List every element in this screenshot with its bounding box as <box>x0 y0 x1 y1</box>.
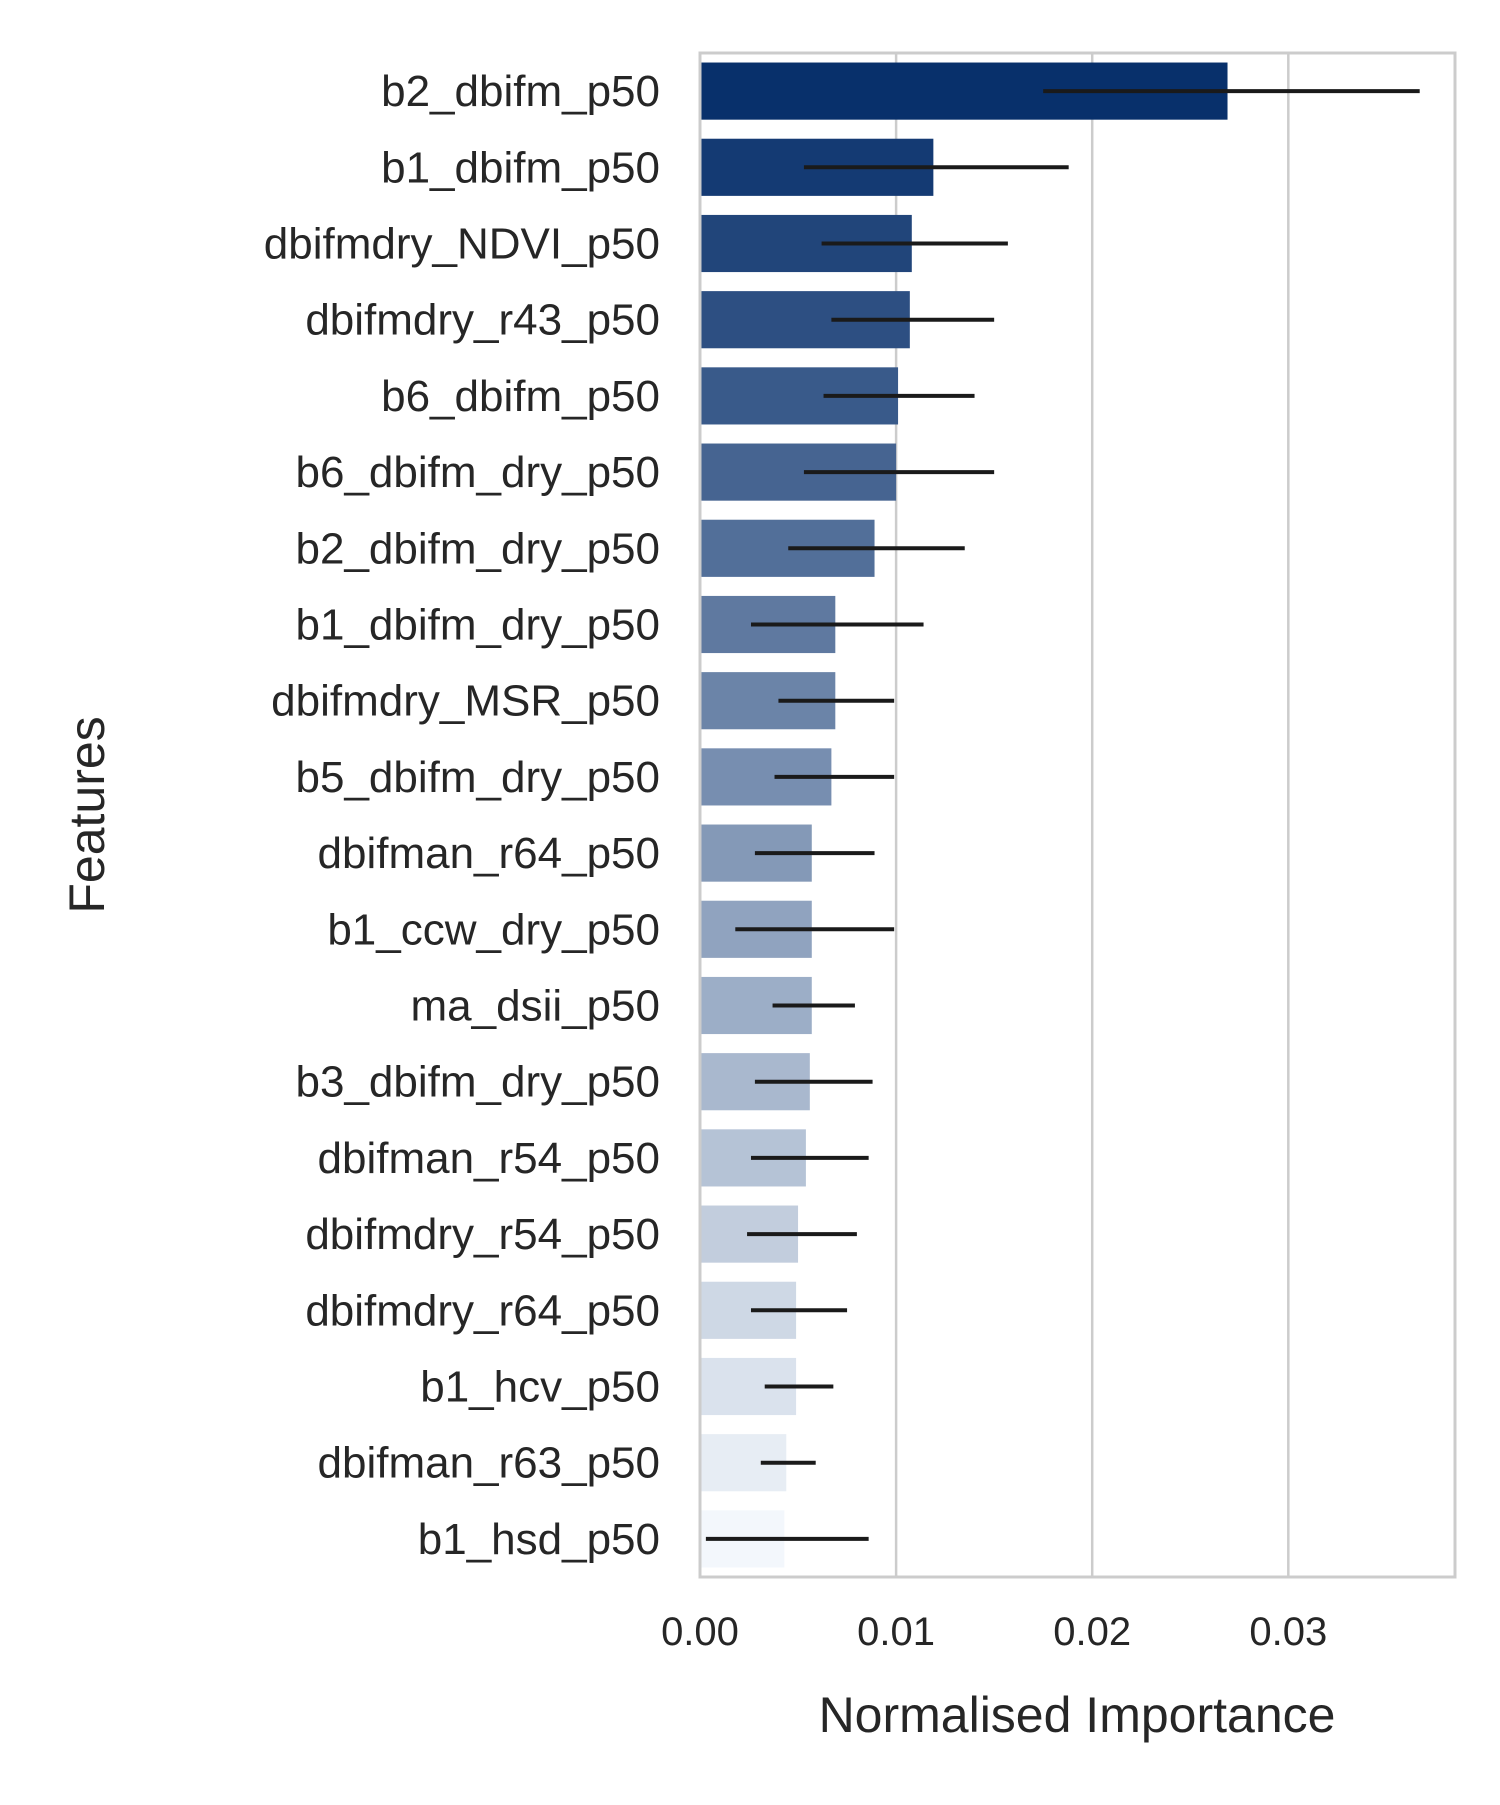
bar-layer <box>700 62 1228 1568</box>
category-label: b1_ccw_dry_p50 <box>327 905 660 954</box>
category-label: dbifman_r64_p50 <box>318 829 660 878</box>
category-label-layer: b2_dbifm_p50 b1_dbifm_p50 dbifmdry_NDVI_p5… <box>264 67 660 1564</box>
category-label: b5_dbifm_dry_p50 <box>296 753 660 802</box>
category-label: ma_dsii_p50 <box>411 982 661 1031</box>
category-label: b6_dbifm_p50 <box>381 372 660 421</box>
category-label: dbifmdry_NDVI_p50 <box>264 220 660 269</box>
category-label: dbifmdry_r64_p50 <box>305 1286 660 1335</box>
y-axis-title: Features <box>59 716 115 913</box>
category-label: b6_dbifm_dry_p50 <box>296 448 660 497</box>
x-tick-layer: 0.00 0.01 0.02 0.03 <box>661 1610 1327 1654</box>
error-bar-layer <box>705 89 1420 1541</box>
x-axis-title: Normalised Importance <box>819 1687 1336 1743</box>
category-label: b1_hcv_p50 <box>420 1363 660 1412</box>
category-label: dbifman_r63_p50 <box>318 1439 660 1488</box>
category-label: b2_dbifm_dry_p50 <box>296 524 660 573</box>
category-label: b1_hsd_p50 <box>418 1515 660 1564</box>
category-label: dbifmdry_r43_p50 <box>305 296 660 345</box>
category-label: b1_dbifm_dry_p50 <box>296 601 660 650</box>
x-tick-label: 0.00 <box>661 1610 739 1654</box>
category-label: dbifmdry_r54_p50 <box>305 1210 660 1259</box>
category-label: b1_dbifm_p50 <box>381 143 660 192</box>
category-label: dbifmdry_MSR_p50 <box>271 677 660 726</box>
plot-frame <box>698 51 1457 1579</box>
category-label: b2_dbifm_p50 <box>381 67 660 116</box>
x-tick-label: 0.02 <box>1053 1610 1131 1654</box>
grid-layer <box>894 53 1290 1577</box>
x-tick-label: 0.03 <box>1249 1610 1327 1654</box>
x-tick-label: 0.01 <box>857 1610 935 1654</box>
category-label: dbifman_r54_p50 <box>318 1134 660 1183</box>
category-label: b3_dbifm_dry_p50 <box>296 1058 660 1107</box>
